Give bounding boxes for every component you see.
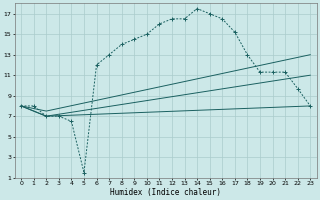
- X-axis label: Humidex (Indice chaleur): Humidex (Indice chaleur): [110, 188, 221, 197]
